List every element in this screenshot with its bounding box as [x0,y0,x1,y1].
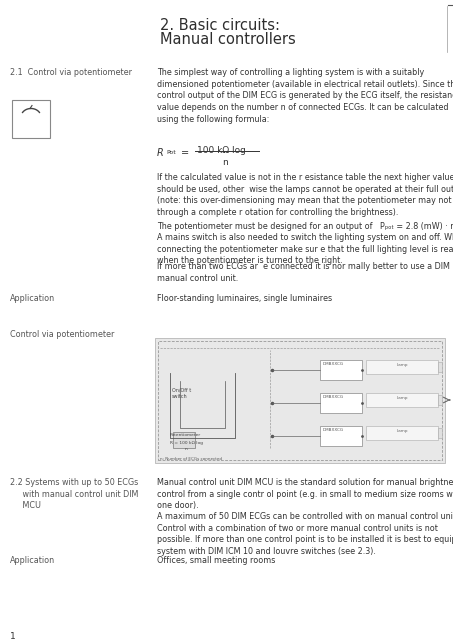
Text: 2. Basic circuits:: 2. Basic circuits: [160,18,280,33]
Text: Offices, small meeting rooms: Offices, small meeting rooms [157,556,275,565]
Bar [320,360,362,380]
Text: DMBXXCG: DMBXXCG [323,362,344,366]
Text: Application: Application [10,556,55,565]
Text: DMBXXCG: DMBXXCG [323,428,344,432]
Text: Manual control unit DIM MCU is the standard solution for manual brightness
contr: Manual control unit DIM MCU is the stand… [157,478,453,510]
Text: The simplest way of controlling a lighting system is with a suitably
dimensioned: The simplest way of controlling a lighti… [157,68,453,124]
Bar [173,432,195,448]
Text: 2.2 Systems with up to 50 ECGs
     with manual control unit DIM
     MCU: 2.2 Systems with up to 50 ECGs with manu… [10,478,138,510]
Text: Control via potentiometer: Control via potentiometer [10,330,114,339]
Text: R: R [157,148,164,158]
Bar [438,395,442,405]
Bar [438,362,442,372]
Bar [155,338,445,463]
Bar [438,428,442,438]
Text: n: Number of ECGs connected: n: Number of ECGs connected [160,457,222,461]
Text: Lamp: Lamp [396,429,408,433]
Text: Floor-standing luminaires, single luminaires: Floor-standing luminaires, single lumina… [157,294,332,303]
Bar [366,426,438,440]
Text: Lamp: Lamp [396,363,408,367]
Bar [320,426,362,446]
Text: Pot: Pot [166,150,176,156]
Text: Lamp: Lamp [396,396,408,400]
Bar [366,360,438,374]
Bar [12,100,50,138]
Text: DMBXXCG: DMBXXCG [323,395,344,399]
Text: Potentiometer: Potentiometer [170,433,201,437]
Text: 100 kΩ log: 100 kΩ log [197,146,246,155]
Text: n: n [185,447,188,451]
Text: =: = [181,148,189,158]
Text: On/Off t
switch: On/Off t switch [172,388,191,399]
Text: If the calculated value is not in the r esistance table the next higher value
sh: If the calculated value is not in the r … [157,173,453,217]
Text: A maximum of 50 DIM ECGs can be controlled with on manual control unit.
Control : A maximum of 50 DIM ECGs can be controll… [157,512,453,556]
Text: 1: 1 [10,632,16,640]
Text: n: n [222,158,228,167]
Bar [158,341,442,460]
Bar [366,393,438,407]
Text: A mains switch is also needed to switch the lighting system on and off. When
con: A mains switch is also needed to switch … [157,233,453,266]
Text: If more than two ECGs ar  e connected it is nor mally better to use a DIM MCU
ma: If more than two ECGs ar e connected it … [157,262,453,283]
Bar [320,393,362,413]
Text: Manual controllers: Manual controllers [160,32,296,47]
Text: Application: Application [10,294,55,303]
Text: 2.1  Control via potentiometer: 2.1 Control via potentiometer [10,68,132,77]
Text: R = 100 kΩ log: R = 100 kΩ log [170,441,203,445]
Text: The potentiometer must be designed for an output of   Pₚₒₜ = 2.8 (mW) · n.: The potentiometer must be designed for a… [157,222,453,231]
